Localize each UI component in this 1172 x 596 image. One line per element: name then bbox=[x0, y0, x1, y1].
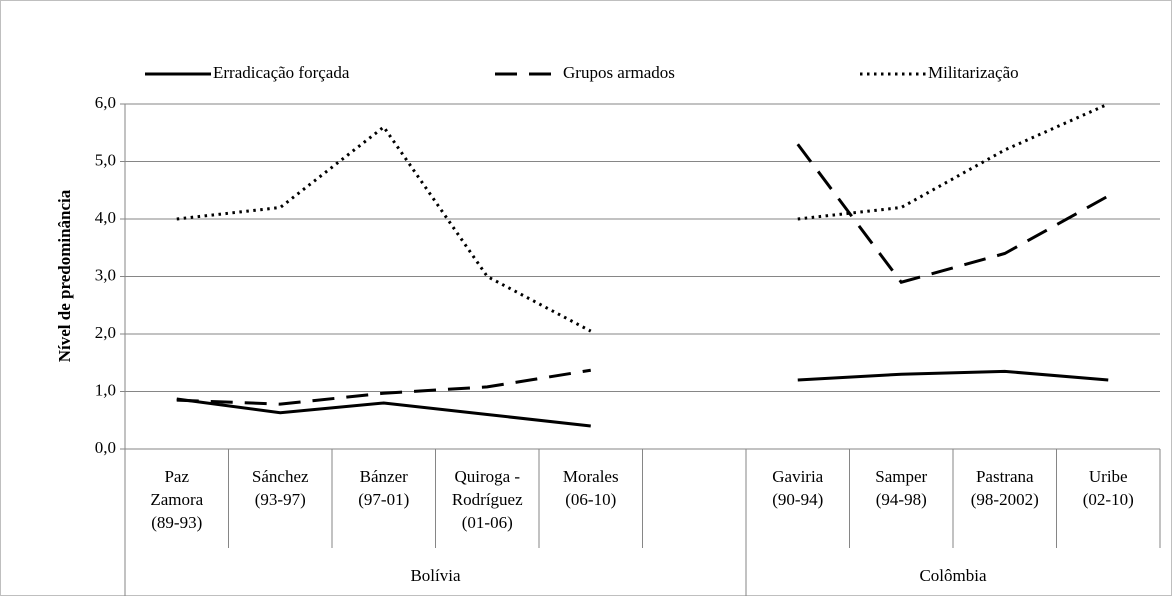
x-tick-label: Pastrana bbox=[976, 467, 1034, 486]
x-tick-label: Paz bbox=[164, 467, 189, 486]
x-tick-label: Rodríguez bbox=[452, 490, 523, 509]
y-tick-label: 0,0 bbox=[95, 438, 116, 457]
x-tick-label: Zamora bbox=[150, 490, 203, 509]
y-tick-label: 1,0 bbox=[95, 380, 116, 399]
x-tick-label: Uribe bbox=[1089, 467, 1128, 486]
y-tick-label: 2,0 bbox=[95, 323, 116, 342]
x-tick-label: (02-10) bbox=[1083, 490, 1134, 509]
x-tick-label: (93-97) bbox=[255, 490, 306, 509]
x-tick-label: (97-01) bbox=[358, 490, 409, 509]
x-tick-label: Gaviria bbox=[772, 467, 823, 486]
x-tick-label: (94-98) bbox=[876, 490, 927, 509]
legend-label: Militarização bbox=[928, 63, 1019, 82]
legend-label: Erradicação forçada bbox=[213, 63, 350, 82]
x-tick-label: (89-93) bbox=[151, 513, 202, 532]
y-axis-title: Nível de predominância bbox=[55, 189, 74, 362]
x-tick-label: Samper bbox=[875, 467, 927, 486]
x-tick-label: Quiroga - bbox=[454, 467, 520, 486]
series-line bbox=[176, 369, 1109, 428]
x-tick-label: (01-06) bbox=[462, 513, 513, 532]
x-tick-label: (90-94) bbox=[772, 490, 823, 509]
x-tick-label: Bánzer bbox=[360, 467, 408, 486]
y-tick-label: 3,0 bbox=[95, 265, 116, 284]
group-label: Colômbia bbox=[919, 566, 987, 585]
y-tick-label: 4,0 bbox=[95, 208, 116, 227]
legend-label: Grupos armados bbox=[563, 63, 675, 82]
series-line bbox=[176, 102, 1109, 333]
x-tick-label: (06-10) bbox=[565, 490, 616, 509]
group-label: Bolívia bbox=[410, 566, 461, 585]
x-tick-label: (98-2002) bbox=[971, 490, 1039, 509]
x-tick-label: Sánchez bbox=[252, 467, 309, 486]
y-tick-label: 5,0 bbox=[95, 150, 116, 169]
series-line bbox=[176, 143, 1109, 406]
y-tick-label: 6,0 bbox=[95, 93, 116, 112]
x-tick-label: Morales bbox=[563, 467, 619, 486]
